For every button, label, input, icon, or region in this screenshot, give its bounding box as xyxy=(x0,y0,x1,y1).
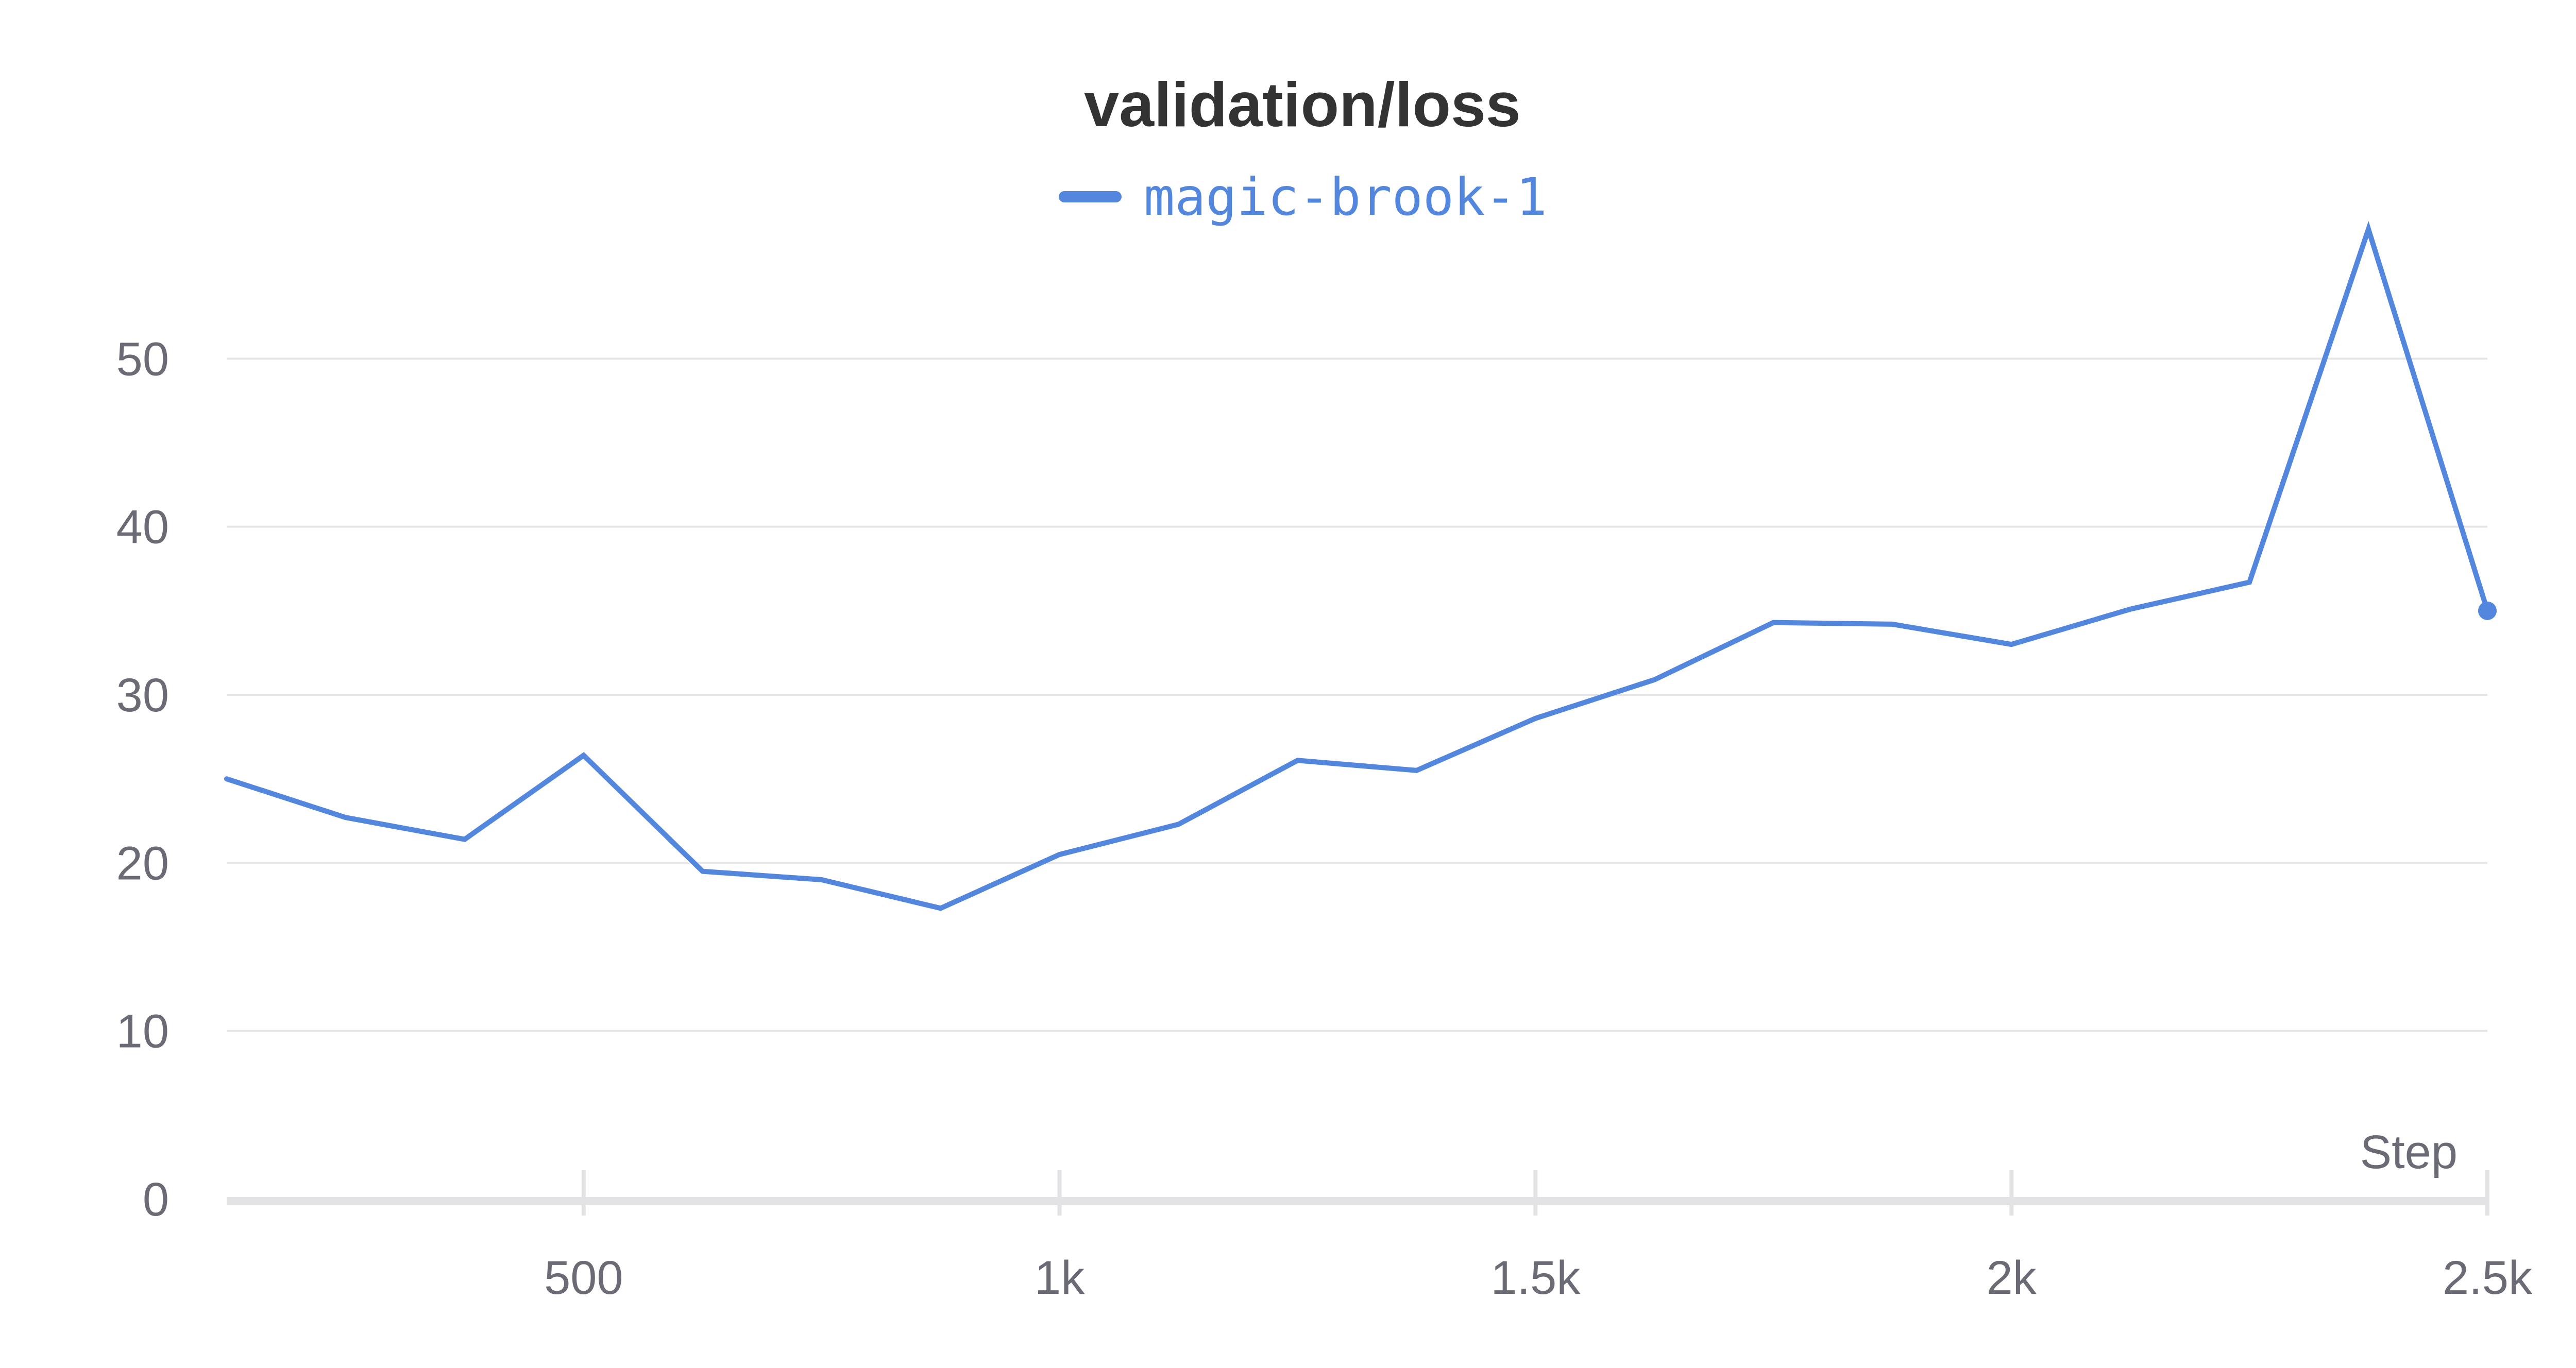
y-tick-label-50: 50 xyxy=(116,333,169,385)
x-axis-title: Step xyxy=(2360,1126,2458,1178)
x-tick-label-2000: 2k xyxy=(1987,1252,2037,1304)
grid xyxy=(227,357,2487,1032)
y-tick-label-10: 10 xyxy=(116,1005,169,1058)
series-endpoint-marker[interactable] xyxy=(2478,601,2497,620)
y-axis: 0 10 20 30 40 50 xyxy=(116,333,169,1226)
y-tick-label-30: 30 xyxy=(116,669,169,722)
x-tick-label-1500: 1.5k xyxy=(1490,1252,1581,1304)
x-tick-label-500: 500 xyxy=(544,1252,623,1304)
legend[interactable]: magic-brook-1 xyxy=(1059,167,1547,227)
x-tick-label-1000: 1k xyxy=(1035,1252,1085,1304)
series-line-magic-brook-1[interactable] xyxy=(224,220,2490,911)
y-tick-label-0: 0 xyxy=(143,1173,169,1226)
y-tick-label-20: 20 xyxy=(116,837,169,890)
plot-area[interactable] xyxy=(224,220,2497,911)
chart-title: validation/loss xyxy=(1084,70,1520,140)
x-axis: 500 1k 1.5k 2k 2.5k xyxy=(227,1170,2533,1304)
x-tick-label-2500: 2.5k xyxy=(2443,1252,2533,1304)
legend-label-magic-brook-1: magic-brook-1 xyxy=(1144,167,1547,227)
y-tick-label-40: 40 xyxy=(116,501,169,554)
